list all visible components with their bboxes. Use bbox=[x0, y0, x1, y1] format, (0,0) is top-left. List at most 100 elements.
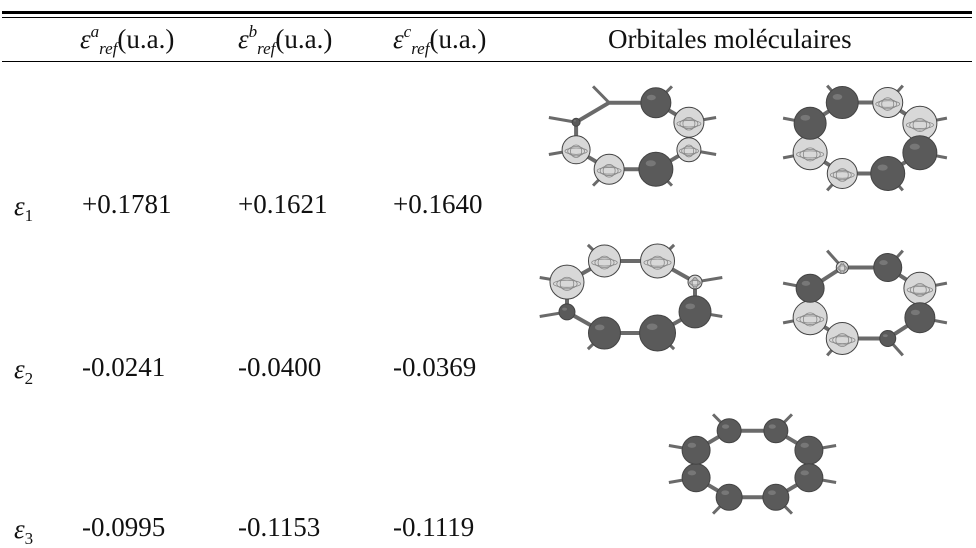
orbital-lobe bbox=[762, 483, 790, 511]
lobe-contour bbox=[570, 144, 583, 158]
lobe-contour bbox=[591, 258, 618, 267]
lobe-contour bbox=[646, 257, 669, 269]
lobe-shade bbox=[768, 424, 776, 429]
orbital-lobe bbox=[794, 435, 824, 465]
lobe-contour bbox=[839, 262, 846, 274]
lobe-shade bbox=[832, 94, 843, 100]
h-bond bbox=[548, 116, 577, 124]
orbital-lobe bbox=[794, 463, 824, 493]
lobe-contour bbox=[878, 98, 898, 110]
lobe-contour bbox=[796, 150, 825, 159]
cell-r3-a: -0.0995 bbox=[82, 512, 166, 542]
orbital-lobe bbox=[793, 106, 827, 140]
orbital-lobe bbox=[681, 435, 711, 465]
cell-r3-c: -0.1119 bbox=[393, 512, 475, 542]
row-label-eps2: ε2 bbox=[14, 354, 34, 388]
cell-r2-c: -0.0369 bbox=[393, 352, 477, 382]
orbital-lobe bbox=[558, 303, 576, 321]
lobe-shade bbox=[877, 164, 888, 171]
cell-r1-b: +0.1621 bbox=[238, 189, 328, 219]
orbital-lobe bbox=[872, 87, 904, 119]
lobe-contour bbox=[881, 97, 895, 111]
lobe-contour bbox=[796, 315, 825, 324]
ring-bond bbox=[574, 100, 691, 172]
lobe-contour bbox=[913, 283, 927, 297]
lobe-shade bbox=[721, 490, 730, 496]
lobe-shade bbox=[800, 470, 809, 476]
orbital-lobe bbox=[593, 153, 625, 185]
lobe-contour bbox=[683, 144, 695, 158]
lobe-contour bbox=[802, 312, 818, 327]
lobe-shade bbox=[687, 470, 697, 476]
ring-bond bbox=[565, 259, 697, 335]
orbital-lobe bbox=[678, 295, 712, 329]
orbital-image-eps1-right bbox=[782, 84, 948, 192]
lobe-contour bbox=[912, 118, 928, 132]
orbital-lobe bbox=[673, 106, 705, 138]
orbital-image-eps2-right bbox=[782, 249, 948, 357]
cell-r2-b: -0.0400 bbox=[238, 352, 322, 382]
orbital-lobe bbox=[763, 418, 789, 444]
cell-r3-b: -0.1153 bbox=[238, 512, 321, 542]
ring-bond bbox=[808, 100, 922, 176]
orbital-lobe bbox=[873, 253, 903, 283]
lobe-contour bbox=[832, 169, 852, 181]
lobe-shade bbox=[646, 94, 656, 101]
lobe-shade bbox=[882, 334, 888, 338]
orbital-lobe bbox=[902, 135, 938, 171]
lobe-contour bbox=[564, 147, 588, 155]
header-col-c: εcref(u.a.) bbox=[393, 22, 487, 58]
orbital-image-eps3 bbox=[668, 413, 837, 515]
lobe-contour bbox=[905, 121, 934, 129]
lobe-contour bbox=[681, 146, 697, 156]
lobe-contour bbox=[875, 100, 901, 108]
orbital-lobe bbox=[826, 157, 858, 189]
lobe-contour bbox=[552, 279, 581, 288]
lobe-contour bbox=[799, 313, 821, 325]
lobe-contour bbox=[650, 255, 665, 270]
lobe-shade bbox=[594, 324, 605, 331]
orbital-lobe bbox=[904, 302, 936, 334]
lobe-shade bbox=[879, 260, 888, 266]
orbital-lobe bbox=[571, 117, 581, 127]
lobe-contour bbox=[597, 255, 612, 270]
lobe-contour bbox=[602, 164, 616, 178]
lobe-contour bbox=[909, 119, 931, 131]
cell-r1-a: +0.1781 bbox=[82, 189, 172, 219]
top-rule-thin bbox=[2, 17, 972, 18]
lobe-contour bbox=[837, 265, 848, 271]
lobe-shade bbox=[685, 303, 696, 310]
lobe-contour bbox=[835, 168, 849, 182]
top-rule-thick bbox=[2, 11, 972, 14]
lobe-contour bbox=[829, 336, 856, 344]
lobe-contour bbox=[676, 120, 702, 128]
orbital-lobe bbox=[716, 418, 742, 444]
row-label-eps1: ε1 bbox=[14, 191, 34, 225]
lobe-contour bbox=[678, 147, 699, 155]
lobe-contour bbox=[690, 278, 700, 288]
lobe-shade bbox=[573, 120, 577, 122]
lobe-shade bbox=[909, 143, 920, 150]
lobe-shade bbox=[910, 309, 920, 316]
lobe-shade bbox=[721, 424, 730, 429]
lobe-contour bbox=[599, 165, 619, 176]
lobe-contour bbox=[556, 278, 578, 290]
header-rule bbox=[2, 61, 972, 62]
lobe-contour bbox=[832, 334, 853, 346]
lobe-shade bbox=[562, 307, 567, 311]
header-col-a: εaref(u.a.) bbox=[80, 22, 175, 58]
lobe-contour bbox=[829, 171, 855, 179]
lobe-contour bbox=[802, 147, 818, 162]
lobe-contour bbox=[594, 257, 615, 268]
header-col-b: εbref(u.a.) bbox=[238, 22, 333, 58]
lobe-contour bbox=[835, 333, 850, 347]
lobe-contour bbox=[643, 258, 672, 267]
lobe-contour bbox=[679, 118, 699, 129]
orbital-lobe bbox=[640, 243, 676, 279]
lobe-contour bbox=[906, 286, 934, 294]
lobe-contour bbox=[559, 276, 575, 291]
lobe-contour bbox=[567, 146, 585, 157]
orbital-lobe bbox=[825, 321, 859, 355]
header-orbitals: Orbitales moléculaires bbox=[608, 24, 852, 54]
orbital-image-eps2-left bbox=[539, 243, 723, 352]
